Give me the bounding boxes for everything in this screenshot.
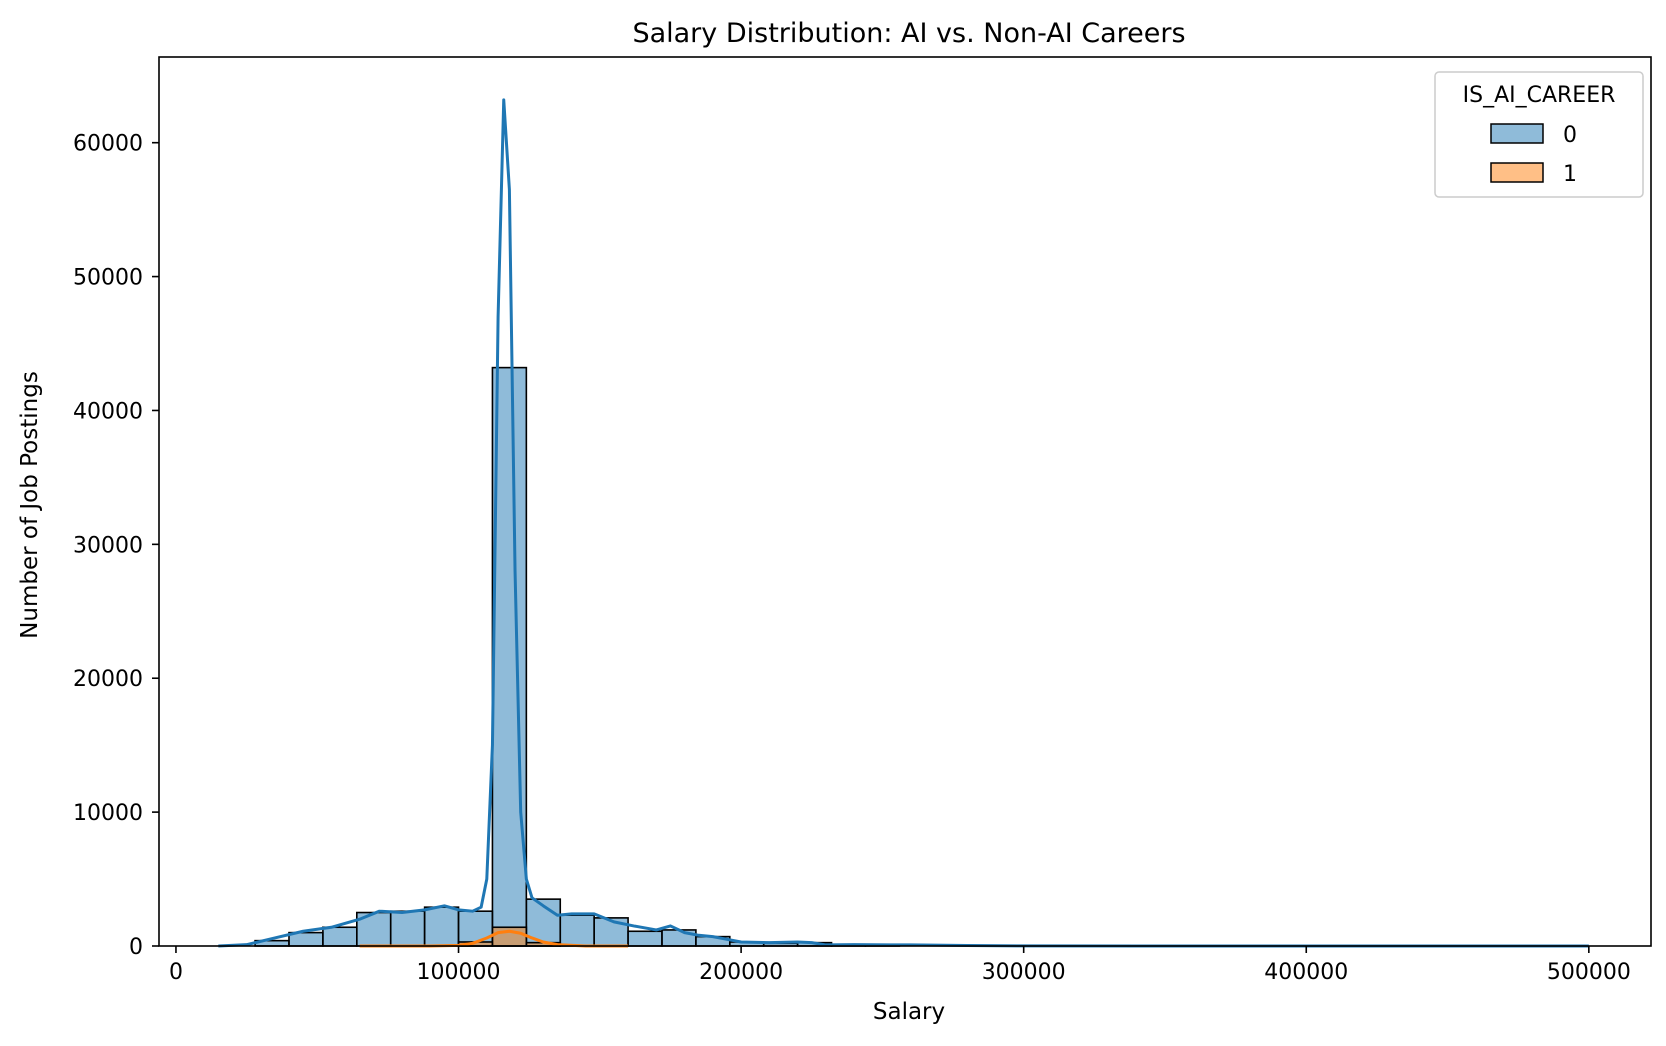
x-tick-label: 400000 (1264, 960, 1348, 985)
legend-label-0: 0 (1563, 123, 1577, 148)
y-tick-label: 20000 (73, 667, 143, 692)
kde-line-series-0 (218, 98, 1589, 948)
y-tick-label: 50000 (73, 266, 143, 291)
legend: IS_AI_CAREER 0 1 (1434, 71, 1644, 198)
bar-series-0-bin-5 (423, 906, 460, 947)
legend-title: IS_AI_CAREER (1463, 83, 1616, 108)
legend-label-1: 1 (1563, 162, 1577, 187)
y-axis-title: Number of Job Postings (17, 371, 43, 639)
bars-layer (254, 366, 901, 947)
bar-series-0-bin-9 (559, 914, 595, 947)
bar-series-0-bin-11 (627, 930, 663, 947)
x-tick-label: 100000 (417, 960, 501, 985)
x-axis-title: Salary (873, 999, 945, 1025)
y-tick-label: 10000 (73, 801, 143, 826)
y-tick-label: 0 (129, 935, 143, 960)
plot-frame (158, 56, 1652, 947)
kde-layer (218, 98, 1589, 948)
x-tick-label: 500000 (1547, 960, 1631, 985)
legend-swatch-0 (1490, 123, 1544, 144)
bar-series-0-bin-2 (322, 926, 358, 947)
y-tick-label: 30000 (73, 533, 143, 558)
x-tick-label: 0 (169, 960, 183, 985)
axes-layer: 0 100000 200000 300000 400000 500000010000200… (73, 56, 1652, 985)
x-tick-label: 300000 (982, 960, 1066, 985)
x-tick-label: 200000 (699, 960, 783, 985)
chart-title: Salary Distribution: AI vs. Non-AI Caree… (632, 18, 1185, 49)
legend-swatch-1 (1490, 162, 1544, 183)
y-tick-label: 40000 (73, 399, 143, 424)
y-tick-label: 60000 (73, 132, 143, 157)
bar-series-0-bin-4 (389, 910, 426, 947)
